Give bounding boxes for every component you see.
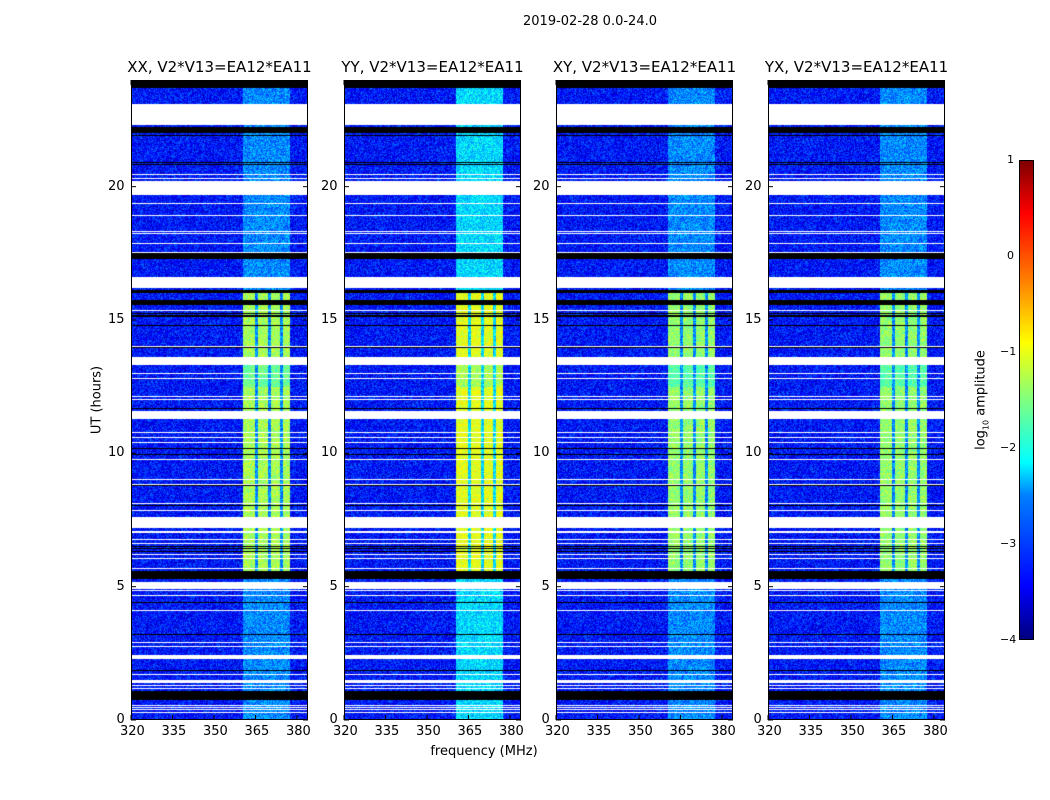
x-tick-label: 350 (839, 724, 865, 739)
x-tick-label: 380 (285, 724, 311, 739)
y-tick-label: 15 (745, 312, 762, 327)
x-tick-label: 365 (669, 724, 695, 739)
x-tick-label: 335 (161, 724, 187, 739)
y-tick-label: 5 (541, 578, 550, 594)
y-tick-label: 10 (745, 445, 762, 461)
colorbar-tick-label: −4 (1000, 633, 1017, 646)
axes-border (556, 80, 733, 720)
x-tick-label: 350 (415, 724, 441, 739)
x-tick-label: 350 (202, 724, 228, 739)
panel-1 (343, 80, 521, 721)
y-tick-label: 20 (321, 178, 338, 194)
x-tick-label: 335 (798, 724, 824, 739)
x-tick-label: 365 (457, 724, 483, 739)
heatmap (344, 80, 521, 720)
x-tick-label: 380 (498, 724, 524, 739)
panel-0 (130, 80, 308, 721)
x-tick-label: 380 (710, 724, 736, 739)
y-tick-label: 5 (753, 578, 762, 594)
x-tick-label: 320 (120, 724, 145, 739)
y-tick-label: 10 (321, 445, 338, 461)
figure-title: 2019-02-28 0.0-24.0 (523, 14, 657, 29)
y-tick-label: 20 (108, 178, 125, 194)
y-tick-label: 0 (116, 712, 125, 727)
y-tick-label: 15 (108, 312, 125, 327)
axes-border (131, 80, 308, 720)
heatmap (768, 80, 945, 720)
y-tick-label: 5 (329, 578, 338, 594)
colorbar-tick-label: 1 (1007, 153, 1014, 166)
x-tick-label: 380 (922, 724, 948, 739)
axes-frame (555, 80, 733, 721)
colorbar-label: log10 amplitude (973, 350, 991, 450)
x-tick-label: 320 (545, 724, 570, 739)
x-tick-label: 335 (374, 724, 400, 739)
axes-border (768, 80, 945, 720)
panel-2 (555, 80, 733, 721)
axes-frame (343, 80, 521, 721)
x-tick-label: 335 (586, 724, 612, 739)
panel-title: YY, V2*V13=EA12*EA11 (341, 58, 524, 76)
colorbar-tick-label: −1 (1000, 345, 1017, 358)
x-tick-label: 365 (881, 724, 907, 739)
colorbar (1019, 160, 1034, 640)
colorbar-tick-label: −2 (1000, 441, 1017, 454)
y-tick-label: 5 (116, 578, 125, 594)
x-tick-label: 320 (333, 724, 358, 739)
y-tick-label: 20 (533, 178, 550, 194)
y-tick-label: 20 (745, 178, 762, 194)
x-axis-label: frequency (MHz) (430, 744, 538, 759)
panel-3 (767, 80, 945, 721)
colorbar-tick-label: 0 (1007, 249, 1014, 262)
x-tick-label: 320 (757, 724, 782, 739)
panel-title: YX, V2*V13=EA12*EA11 (764, 58, 949, 76)
y-axis-label: UT (hours) (89, 365, 105, 435)
y-tick-label: 0 (541, 712, 550, 727)
y-tick-label: 0 (753, 712, 762, 727)
colorbar-tick-label: −3 (1000, 537, 1017, 550)
axes-frame (130, 80, 308, 721)
x-tick-label: 365 (244, 724, 270, 739)
panel-title: XY, V2*V13=EA12*EA11 (552, 58, 737, 76)
axes-frame (767, 80, 945, 721)
heatmap (556, 80, 733, 720)
y-tick-label: 10 (533, 445, 550, 461)
heatmap (131, 80, 308, 720)
y-tick-label: 15 (321, 312, 338, 327)
panel-title: XX, V2*V13=EA12*EA11 (127, 58, 312, 76)
y-tick-label: 15 (533, 312, 550, 327)
y-tick-label: 10 (108, 445, 125, 461)
y-tick-label: 0 (329, 712, 338, 727)
axes-border (344, 80, 521, 720)
x-tick-label: 350 (627, 724, 653, 739)
